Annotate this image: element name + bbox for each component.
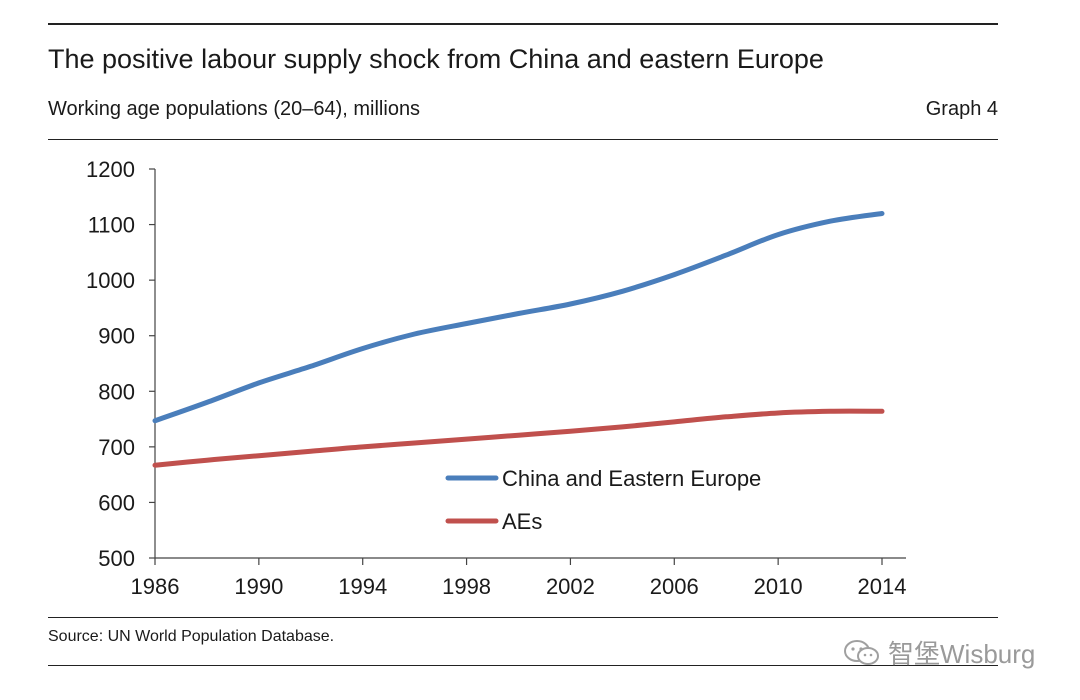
bottom-rule <box>48 665 998 666</box>
header-rule <box>48 139 998 140</box>
x-tick-label: 1990 <box>234 574 283 599</box>
y-tick-label: 1200 <box>86 157 135 182</box>
legend-item-aes: AEs <box>445 509 542 534</box>
x-tick-label: 1998 <box>442 574 491 599</box>
graph-label: Graph 4 <box>925 98 998 120</box>
chart-lines <box>152 211 885 468</box>
footer-rule <box>48 617 998 618</box>
chart-title: The positive labour supply shock from Ch… <box>48 44 824 74</box>
watermark-text: 智堡Wisburg <box>888 639 1036 669</box>
x-tick-label: 2014 <box>858 574 907 599</box>
series-line-china-eastern-europe <box>152 211 885 424</box>
series-line-aes <box>152 408 885 468</box>
y-tick-label: 600 <box>98 490 135 515</box>
source-note: Source: UN World Population Database. <box>48 628 335 645</box>
chart-axes: 500 600 700 800 900 1000 1100 1200 1986 1990 1994 1… <box>86 157 906 599</box>
x-tick-label: 2002 <box>546 574 595 599</box>
x-tick-label: 2006 <box>650 574 699 599</box>
x-tick-label: 2010 <box>754 574 803 599</box>
top-rule <box>48 23 998 25</box>
y-tick-label: 900 <box>98 324 135 349</box>
x-tick-label: 1994 <box>338 574 387 599</box>
y-tick-label: 1100 <box>88 213 135 238</box>
y-tick-label: 1000 <box>86 268 135 293</box>
chart-subtitle: Working age populations (20–64), million… <box>48 98 421 120</box>
legend-label: China and Eastern Europe <box>502 466 761 491</box>
wechat-icon <box>844 639 879 665</box>
watermark: 智堡Wisburg <box>842 634 1035 671</box>
legend-label: AEs <box>502 509 542 534</box>
x-tick-label: 1986 <box>131 574 180 599</box>
chart-legend: China and Eastern Europe AEs <box>445 466 761 534</box>
y-tick-label: 700 <box>98 435 135 460</box>
y-tick-label: 800 <box>98 379 135 404</box>
y-tick-label: 500 <box>98 546 135 571</box>
legend-item-china-eastern-europe: China and Eastern Europe <box>445 466 761 491</box>
